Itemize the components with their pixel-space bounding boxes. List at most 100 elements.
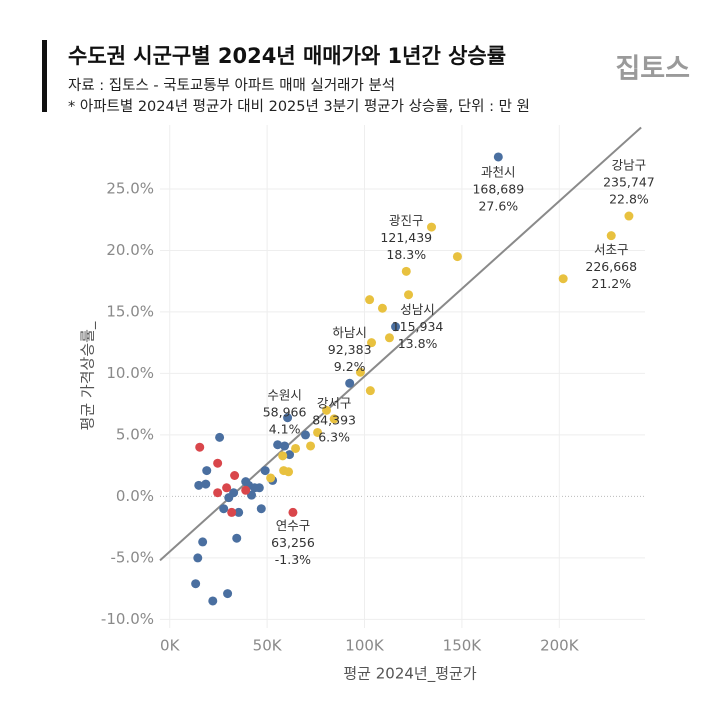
annotation: 강서구 bbox=[317, 395, 352, 410]
title: 수도권 시군구별 2024년 매매가와 1년간 상승률 bbox=[68, 44, 506, 68]
point bbox=[365, 295, 375, 305]
point bbox=[213, 488, 223, 498]
annotation: 63,256 bbox=[271, 535, 315, 550]
annotation: 과천시 bbox=[481, 164, 516, 179]
point bbox=[201, 479, 211, 489]
point bbox=[322, 405, 332, 415]
point bbox=[288, 507, 298, 517]
point bbox=[254, 483, 264, 493]
y-tick-label: 0.0% bbox=[116, 487, 154, 505]
annotation: 광진구 bbox=[389, 213, 424, 228]
point bbox=[291, 443, 301, 453]
annotation: 115,934 bbox=[392, 319, 444, 334]
point bbox=[222, 483, 232, 493]
point bbox=[193, 553, 203, 563]
point bbox=[313, 427, 323, 437]
point bbox=[223, 589, 233, 599]
x-tick-label: 150K bbox=[443, 637, 483, 655]
point bbox=[367, 338, 377, 348]
point bbox=[280, 441, 290, 451]
point bbox=[404, 290, 414, 300]
x-tick-label: 0K bbox=[160, 637, 181, 655]
annotation: 연수구 bbox=[276, 518, 311, 533]
point bbox=[260, 466, 270, 476]
point bbox=[227, 507, 237, 517]
point bbox=[452, 252, 462, 262]
point bbox=[194, 480, 204, 490]
point bbox=[266, 473, 276, 483]
x-axis-label: 평균 2024년_평균가 bbox=[343, 665, 476, 684]
y-tick-label: 5.0% bbox=[116, 425, 154, 443]
point bbox=[283, 413, 293, 423]
point bbox=[191, 579, 201, 589]
annotation: 4.1% bbox=[269, 421, 301, 436]
point bbox=[256, 504, 266, 514]
point bbox=[213, 458, 223, 468]
point bbox=[195, 442, 205, 452]
point bbox=[401, 266, 411, 276]
annotation: 하남시 bbox=[332, 325, 367, 340]
point bbox=[329, 414, 339, 424]
annotation: 성남시 bbox=[400, 302, 435, 317]
y-tick-label: 25.0% bbox=[106, 179, 154, 197]
y-tick-label: 20.0% bbox=[106, 241, 154, 259]
point bbox=[219, 504, 229, 514]
annotation: 121,439 bbox=[380, 230, 432, 245]
point bbox=[624, 211, 634, 221]
subtitle: * 아파트별 2024년 평균가 대비 2025년 3분기 평균가 상승률, 단… bbox=[68, 98, 530, 115]
annotation: 6.3% bbox=[318, 429, 350, 444]
point bbox=[301, 430, 310, 440]
point bbox=[241, 485, 251, 495]
point bbox=[234, 507, 244, 517]
point bbox=[355, 367, 365, 377]
annotation: 13.8% bbox=[398, 336, 438, 351]
point bbox=[202, 466, 212, 476]
x-tick-label: 50K bbox=[253, 637, 283, 655]
point bbox=[230, 471, 240, 481]
point bbox=[278, 451, 288, 461]
y-tick-label: -5.0% bbox=[110, 548, 154, 566]
point bbox=[365, 386, 375, 396]
x-tick-label: 200K bbox=[540, 637, 580, 655]
annotation: 84,393 bbox=[312, 412, 356, 427]
point bbox=[345, 378, 355, 388]
annotation: -1.3% bbox=[275, 552, 311, 567]
annotation: 강남구 bbox=[612, 158, 647, 173]
annotation: 235,747 bbox=[603, 175, 655, 190]
annotation: 58,966 bbox=[263, 404, 307, 419]
annotation: 수원시 bbox=[267, 387, 302, 402]
point bbox=[232, 533, 242, 543]
annotation: 226,668 bbox=[585, 259, 637, 274]
point bbox=[558, 274, 568, 284]
point bbox=[606, 231, 616, 241]
annotation: 9.2% bbox=[334, 359, 366, 374]
point bbox=[273, 440, 283, 450]
point bbox=[284, 467, 294, 477]
logo: 집토스 bbox=[615, 54, 690, 85]
point bbox=[198, 537, 208, 547]
annotation: 92,383 bbox=[328, 342, 372, 357]
subtitle: 자료 : 집토스 - 국토교통부 아파트 매매 실거래가 분석 bbox=[68, 77, 395, 94]
point bbox=[306, 441, 316, 451]
y-axis-label: 평균 가격상승률_ bbox=[79, 321, 98, 430]
header-bar bbox=[42, 40, 47, 112]
point bbox=[229, 488, 239, 498]
point bbox=[208, 596, 218, 606]
point bbox=[493, 152, 503, 162]
annotation: 18.3% bbox=[386, 247, 426, 262]
annotation: 27.6% bbox=[478, 198, 518, 213]
annotation: 21.2% bbox=[591, 276, 631, 291]
point bbox=[215, 432, 225, 442]
annotation: 서초구 bbox=[594, 242, 629, 257]
trend-line bbox=[159, 126, 642, 562]
point bbox=[427, 222, 437, 232]
annotation: 168,689 bbox=[472, 181, 524, 196]
point bbox=[391, 322, 401, 332]
x-tick-label: 100K bbox=[345, 637, 385, 655]
annotation: 22.8% bbox=[609, 192, 649, 207]
point bbox=[285, 450, 295, 460]
point bbox=[377, 303, 387, 313]
y-tick-label: 15.0% bbox=[106, 302, 154, 320]
